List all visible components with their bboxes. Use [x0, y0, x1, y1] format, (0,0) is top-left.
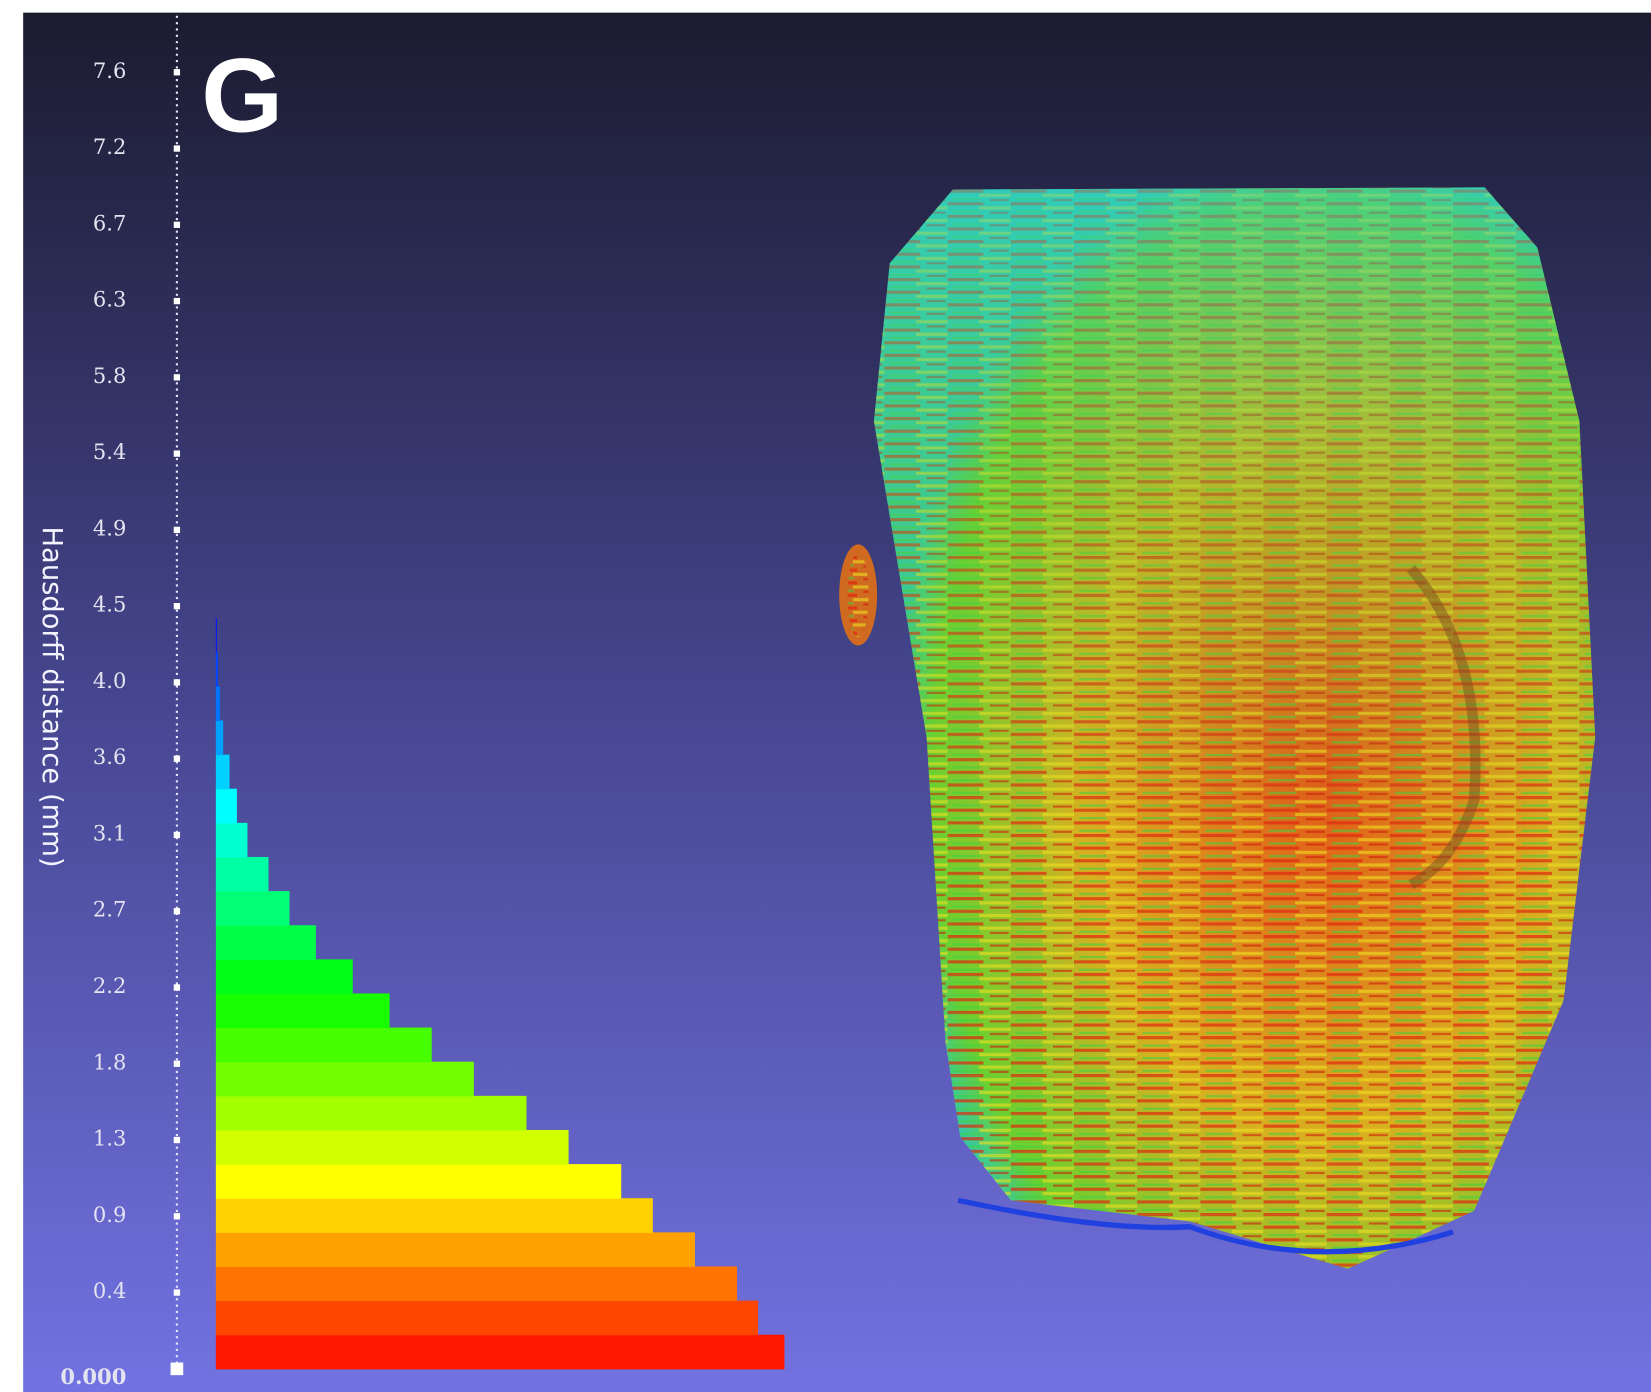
y-tick-label: 4.9	[93, 515, 126, 540]
tick-mark	[174, 374, 180, 380]
tick-mark	[174, 527, 180, 533]
meshlab-view: Hausdorff distance (mm) G 0.000 0.4 0.9 1.3…	[0, 0, 1651, 1392]
histogram-bar	[216, 1096, 527, 1131]
histogram-bar	[216, 686, 220, 721]
y-tick-label: 4.0	[93, 668, 126, 693]
histogram-bar	[216, 720, 223, 755]
y-tick-label: 3.6	[93, 744, 126, 769]
histogram-bar	[216, 789, 237, 824]
tick-mark	[174, 1137, 180, 1143]
tick-mark	[174, 1289, 180, 1295]
tick-mark	[174, 1213, 180, 1219]
y-tick-label: 0.9	[93, 1202, 126, 1227]
y-tick-label: 2.2	[93, 973, 126, 998]
tick-mark	[174, 1061, 180, 1067]
tick-mark	[171, 1363, 184, 1376]
y-tick-label: 2.7	[93, 897, 126, 922]
histogram-bar	[216, 1198, 653, 1233]
y-tick-label: 5.4	[93, 439, 126, 464]
histogram-bar	[216, 925, 316, 960]
histogram-bar	[216, 1164, 621, 1199]
tick-mark	[174, 603, 180, 609]
tick-mark	[174, 908, 180, 914]
y-tick-label: 4.5	[93, 592, 126, 617]
tick-mark	[174, 298, 180, 304]
histogram-bar	[216, 1335, 785, 1370]
tick-mark	[174, 450, 180, 456]
histogram-bar	[216, 959, 353, 994]
y-tick-label: 1.8	[93, 1049, 126, 1074]
tick-mark	[174, 832, 180, 838]
y-tick-label: 7.6	[93, 58, 126, 83]
histogram-bar	[216, 1062, 474, 1097]
histogram-bar	[216, 1232, 695, 1267]
histogram-bar	[216, 1028, 432, 1063]
tick-mark	[174, 756, 180, 762]
tick-mark	[174, 222, 180, 228]
y-tick-label: 5.8	[93, 363, 126, 388]
tick-mark	[174, 69, 180, 75]
panel-label: G	[201, 38, 283, 155]
histogram-bar	[216, 652, 218, 687]
tick-mark	[174, 984, 180, 990]
histogram-bar	[216, 857, 269, 892]
histogram-bar	[216, 823, 248, 858]
y-tick-label: 6.7	[93, 210, 126, 235]
y-tick-label: 0.000	[60, 1364, 126, 1389]
histogram-bar	[216, 755, 230, 790]
histogram-bar	[216, 1301, 758, 1336]
histogram-bar	[216, 1266, 737, 1301]
y-tick-label: 1.3	[93, 1126, 126, 1151]
y-tick-label: 0.4	[93, 1278, 126, 1303]
histogram-bar	[216, 891, 290, 926]
y-tick-label: 7.2	[93, 134, 126, 159]
axis-title: Hausdorff distance (mm)	[36, 526, 67, 867]
histogram-bar	[216, 618, 217, 653]
y-tick-label: 3.1	[93, 820, 126, 845]
tick-mark	[174, 679, 180, 685]
tick-mark	[174, 145, 180, 151]
histogram-bar	[216, 993, 390, 1028]
histogram-bar	[216, 1130, 569, 1165]
y-tick-label: 6.3	[93, 287, 126, 312]
